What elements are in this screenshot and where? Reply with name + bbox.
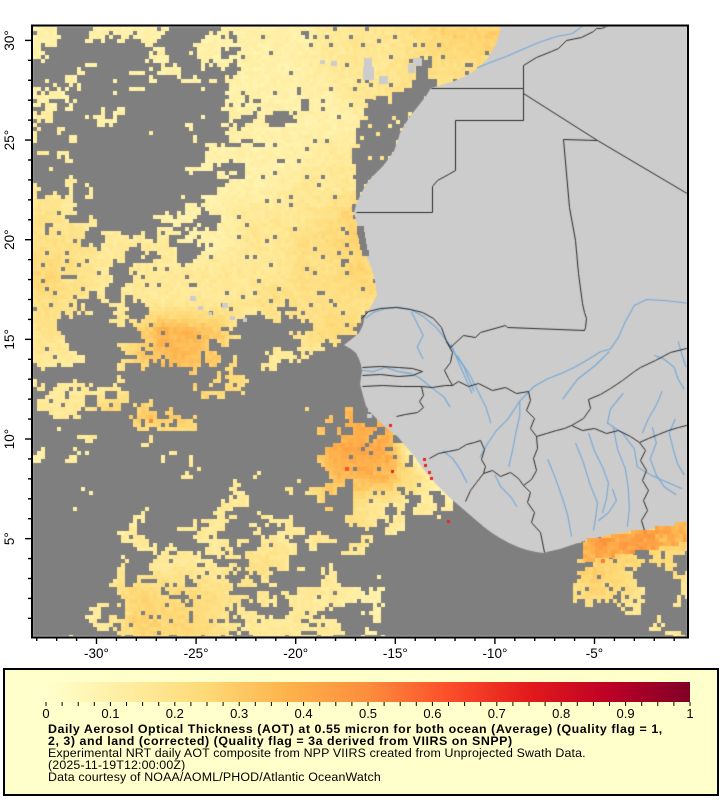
svg-text:30°: 30° <box>2 30 17 50</box>
svg-text:-20°: -20° <box>283 646 308 661</box>
svg-text:10°: 10° <box>2 429 17 449</box>
svg-text:20°: 20° <box>2 229 17 249</box>
svg-text:-15°: -15° <box>383 646 408 661</box>
svg-text:-25°: -25° <box>184 646 209 661</box>
svg-text:-5°: -5° <box>586 646 603 661</box>
svg-text:15°: 15° <box>2 329 17 349</box>
svg-text:5°: 5° <box>2 532 17 545</box>
svg-text:25°: 25° <box>2 130 17 150</box>
svg-text:-30°: -30° <box>84 646 109 661</box>
svg-text:-10°: -10° <box>482 646 507 661</box>
